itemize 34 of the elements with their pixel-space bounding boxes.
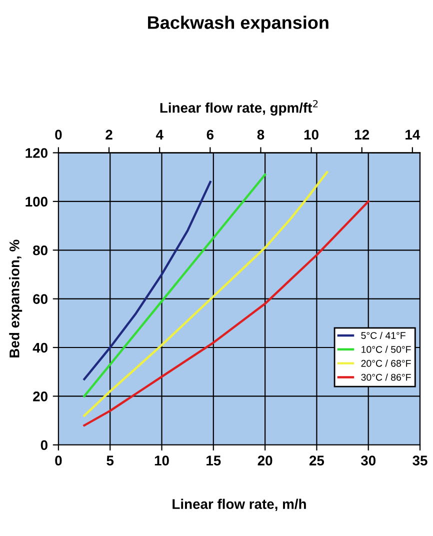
line-series [83,174,266,398]
chart-title: Backwash expansion [148,16,328,33]
x2-tick-label: 10 [304,130,318,140]
x2-tick-label: 2 [106,130,112,140]
y-tick-label: 120 [26,148,48,158]
legend-label: 10°C / 50°F [362,346,411,353]
y-tick-label: 100 [26,196,48,207]
legend-label: 30°C / 86°F [361,374,411,381]
x2-tick-label: 14 [406,130,420,140]
x-tick-label: 10 [154,456,169,466]
legend-label: 20°C / 68°F [361,360,411,367]
x-tick-label: 5 [106,456,114,466]
x-tick-label: 35 [412,456,428,466]
x-axis-title: Linear flow rate, m/h [172,498,306,512]
line-series [83,171,328,417]
line-series [83,180,212,380]
x-tick-label: 0 [55,456,62,466]
y-tick-label: 0 [40,440,48,450]
y-tick-label: 20 [33,392,48,402]
x2-tick-label: 12 [355,130,370,140]
x2-tick-label: 6 [206,130,214,140]
x2-axis-title: Linear flow rate, gpm/ft$^{2}$ [160,100,318,116]
y-tick-label: 60 [33,294,48,304]
x2-tick-label: 0 [55,130,62,140]
legend-label: 5°C / 41°F [361,332,406,339]
x-tick-label: 15 [206,456,221,466]
x-tick-label: 20 [258,456,272,466]
y-axis-title: Bed expansion, % [9,240,22,358]
y-tick-label: 40 [32,342,48,353]
x-tick-label: 30 [360,456,376,466]
x2-tick-label: 4 [156,130,164,140]
x2-tick-label: 8 [257,130,264,140]
x-tick-label: 25 [309,456,324,466]
y-tick-label: 80 [33,245,48,256]
